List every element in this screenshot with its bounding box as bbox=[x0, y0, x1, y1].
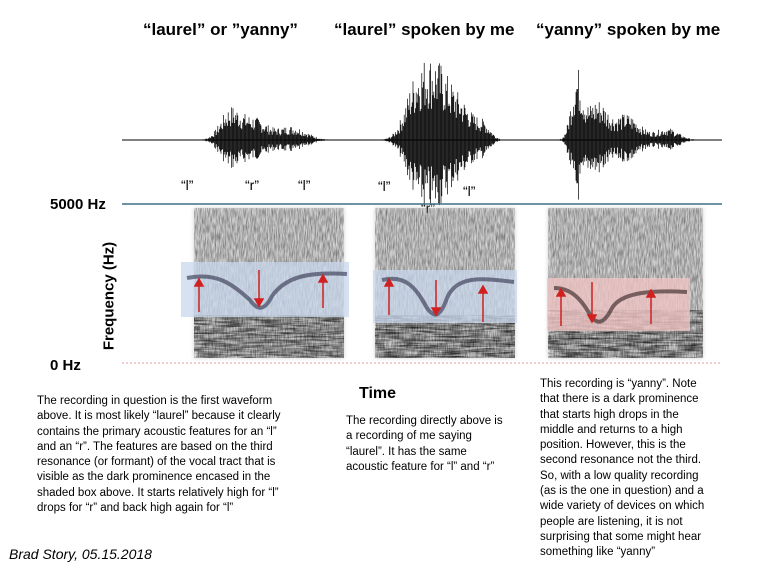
label-0hz: 0 Hz bbox=[50, 357, 81, 374]
marker-l-4: “l” bbox=[463, 183, 476, 199]
highlight-box-red bbox=[547, 278, 690, 331]
axis-label-time: Time bbox=[359, 385, 397, 402]
caption-middle: The recording directly above is a record… bbox=[346, 415, 503, 473]
label-5000hz: 5000 Hz bbox=[50, 196, 106, 213]
waveform-3 bbox=[556, 69, 698, 200]
marker-r-1: “r” bbox=[245, 177, 259, 193]
spectrogram-1 bbox=[181, 208, 349, 358]
marker-l-1: “l” bbox=[181, 177, 194, 193]
caption-right: This recording is “yanny”. Note that the… bbox=[540, 378, 705, 559]
marker-l-3: “l” bbox=[378, 178, 391, 194]
highlight-box-blue-1 bbox=[181, 262, 349, 317]
spectrogram-panel bbox=[122, 203, 722, 364]
formant-arrows bbox=[193, 270, 657, 326]
waveform-trace bbox=[556, 69, 698, 200]
axis-label-frequency: Frequency (Hz) bbox=[100, 241, 118, 351]
marker-l-2: “l” bbox=[298, 177, 311, 193]
waveform-trace bbox=[376, 62, 503, 206]
spectrogram-3 bbox=[547, 208, 703, 358]
waveform-1 bbox=[196, 107, 337, 168]
waveform-trace bbox=[196, 107, 337, 168]
waveform-2 bbox=[376, 62, 503, 206]
waveform-panel bbox=[122, 62, 722, 206]
title-laurel-spoken: “laurel” spoken by me bbox=[334, 20, 515, 39]
spectrogram-2 bbox=[373, 208, 517, 358]
title-laurel-or-yanny: “laurel” or ”yanny” bbox=[143, 20, 298, 39]
caption-left: The recording in question is the first w… bbox=[37, 395, 281, 515]
title-yanny-spoken: “yanny” spoken by me bbox=[536, 20, 721, 39]
author-credit: Brad Story, 05.15.2018 bbox=[9, 546, 152, 562]
